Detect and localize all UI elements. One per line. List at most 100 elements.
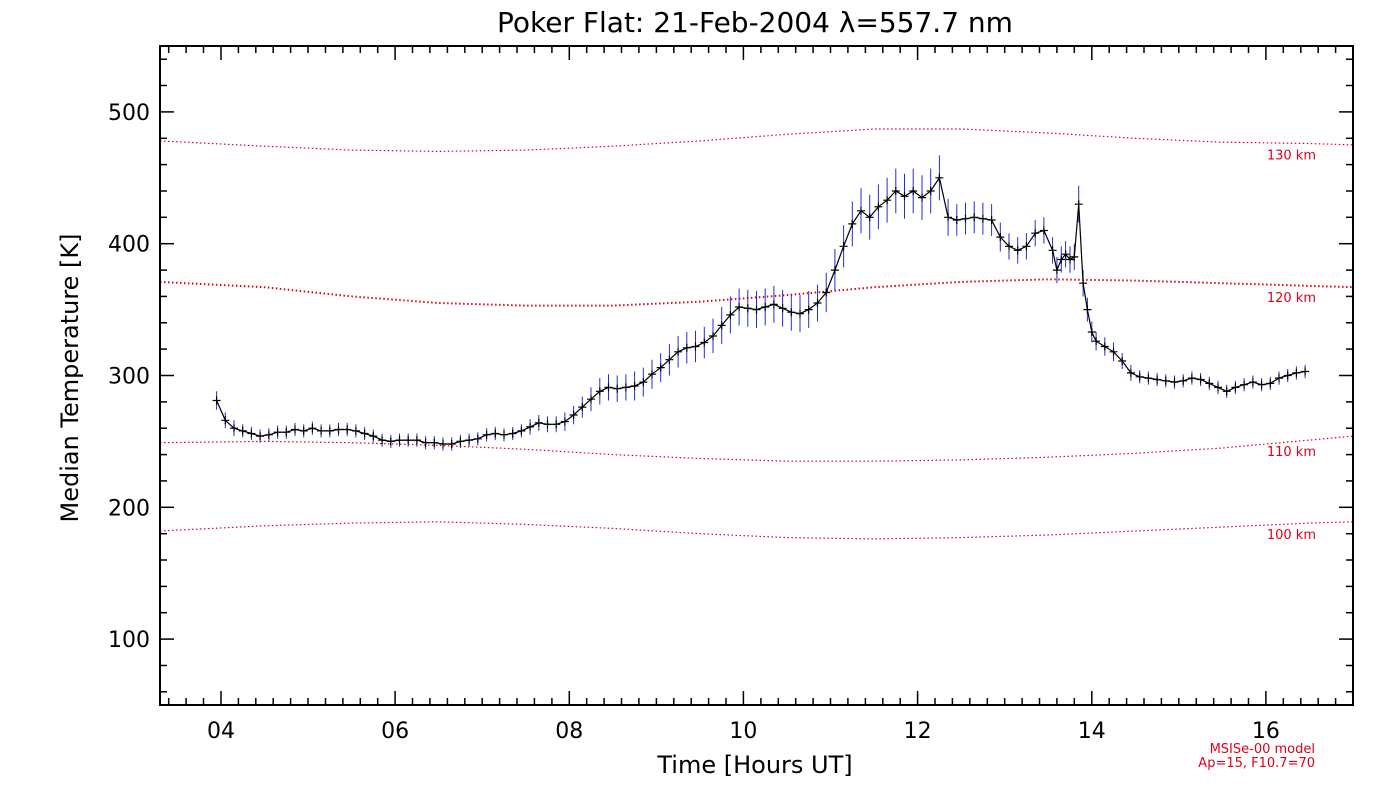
data-point <box>360 429 369 438</box>
model-curve-label: 130 km <box>1267 149 1316 164</box>
data-point <box>709 332 717 340</box>
x-tick-label: 04 <box>207 719 235 744</box>
data-point <box>1187 374 1196 383</box>
data-point <box>883 196 892 205</box>
data-point <box>918 193 926 202</box>
data-point <box>1222 387 1231 396</box>
data-point <box>1087 328 1096 336</box>
data-point <box>639 378 648 387</box>
data-point <box>909 187 918 195</box>
data-point <box>717 321 726 330</box>
data-point <box>256 432 265 441</box>
x-tick-label: 08 <box>555 719 583 744</box>
data-point <box>543 420 552 429</box>
data-point <box>221 416 230 425</box>
data-point <box>900 192 909 201</box>
model-curve-120-km <box>159 278 1354 307</box>
data-point <box>648 370 656 379</box>
data-point <box>508 429 517 438</box>
data-point <box>334 425 343 434</box>
data-point <box>325 426 334 435</box>
data-point <box>430 438 439 447</box>
model-curve-130-km <box>159 128 1354 153</box>
data-point <box>473 434 482 443</box>
data-point <box>517 426 526 435</box>
data-point <box>1196 375 1205 384</box>
data-point <box>735 303 744 311</box>
x-tick-label: 16 <box>1252 719 1280 744</box>
model-curve-100-km <box>159 521 1354 540</box>
data-point <box>587 395 595 404</box>
x-tick-label: 12 <box>904 719 932 744</box>
data-point <box>830 266 839 275</box>
data-point <box>935 173 944 182</box>
data-point <box>604 383 613 392</box>
data-point <box>308 424 317 433</box>
data-point <box>865 213 874 222</box>
data-point <box>404 436 413 445</box>
data-series <box>212 155 1310 451</box>
data-point <box>1057 255 1066 264</box>
data-point <box>1153 375 1162 384</box>
data-point <box>682 343 691 352</box>
data-point <box>534 418 543 427</box>
data-point <box>970 213 979 222</box>
data-point <box>439 440 447 448</box>
data-point <box>1083 305 1092 314</box>
data-point <box>1266 379 1275 388</box>
model-note-line2: Ap=15, F10.7=70 <box>1198 756 1315 771</box>
data-point <box>264 430 273 439</box>
data-point <box>804 305 813 314</box>
data-point <box>874 202 883 211</box>
data-point <box>926 187 935 195</box>
data-point <box>1214 383 1222 392</box>
data-point <box>595 387 604 396</box>
data-point <box>1079 279 1088 288</box>
data-point <box>1170 378 1179 387</box>
data-point <box>230 424 238 433</box>
data-point <box>456 437 465 446</box>
data-point <box>621 383 630 392</box>
x-tick-label: 10 <box>729 719 757 744</box>
data-point <box>1144 374 1153 383</box>
data-point <box>569 411 578 419</box>
data-point <box>1074 200 1083 209</box>
data-point <box>1013 246 1022 255</box>
data-point <box>1109 347 1118 356</box>
data-point <box>944 213 953 222</box>
data-point <box>656 363 665 372</box>
data-point <box>761 303 770 311</box>
data-point <box>1052 266 1061 275</box>
data-point <box>752 305 761 314</box>
data-point <box>299 426 308 435</box>
data-point <box>987 216 996 224</box>
data-point <box>465 436 474 445</box>
model-curve-label: 120 km <box>1267 291 1316 306</box>
data-point <box>778 304 787 313</box>
data-point <box>386 437 395 446</box>
model-curve-110-km <box>159 435 1354 462</box>
data-point <box>212 396 221 405</box>
data-point <box>1240 380 1249 389</box>
y-axis-label: Median Temperature [K] <box>56 233 84 522</box>
data-point <box>769 300 778 309</box>
data-point <box>1205 379 1214 388</box>
data-point <box>1070 252 1079 261</box>
x-tick-label: 14 <box>1078 719 1106 744</box>
data-point <box>1061 250 1070 259</box>
data-point <box>952 216 961 224</box>
data-point <box>1039 226 1048 235</box>
y-tick-label: 200 <box>108 496 150 521</box>
data-point <box>796 309 804 318</box>
data-point <box>351 426 360 435</box>
data-point <box>395 436 404 445</box>
data-point <box>691 342 700 351</box>
data-point <box>1126 368 1135 377</box>
data-point <box>552 420 561 429</box>
data-point <box>447 440 456 448</box>
chart-title: Poker Flat: 21-Feb-2004 λ=557.7 nm <box>497 6 1013 39</box>
data-point <box>1092 337 1101 346</box>
data-point <box>1161 376 1170 385</box>
data-point <box>743 304 752 313</box>
